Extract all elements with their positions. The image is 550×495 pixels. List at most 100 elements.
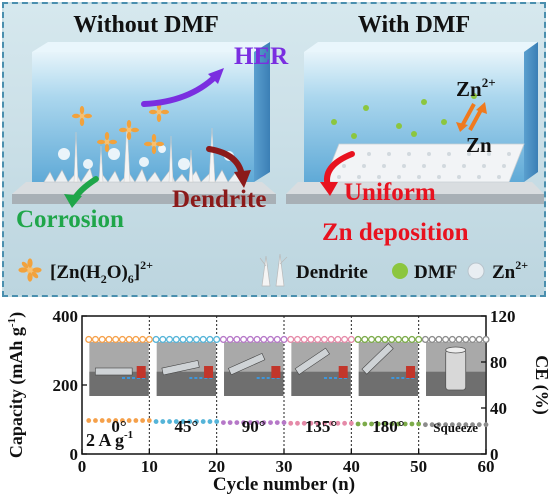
y-left-tick-label-0: 0 (70, 445, 79, 464)
ce-point (287, 335, 295, 344)
ce-point (165, 335, 174, 344)
left-title: Without DMF (73, 12, 219, 38)
legend-dendrite-label: Dendrite (296, 262, 368, 283)
legend-dmf-label: DMF (414, 262, 457, 283)
capacity-point (308, 420, 314, 426)
ce-point (266, 335, 275, 344)
capacity-point (93, 418, 98, 423)
ce-point (381, 335, 389, 344)
ce-point (280, 335, 288, 344)
capacity-point (167, 419, 172, 424)
ce-point (367, 335, 376, 344)
ce-point (179, 335, 187, 344)
hydrated-zn-complexes-left (72, 102, 169, 154)
capacity-point (221, 420, 226, 426)
capacity-point (315, 420, 321, 426)
capacity-point (423, 422, 428, 428)
ce-point (240, 335, 248, 344)
capacity-point (268, 420, 273, 426)
capacity-point (362, 421, 368, 427)
x-tick-label-4: 40 (343, 457, 360, 476)
x-tick-label-1: 10 (141, 457, 158, 476)
x-axis-label: Cycle number (n) (213, 474, 355, 495)
capacity-point (180, 419, 186, 424)
capacity-point (254, 420, 260, 426)
legend-dmf-icon (392, 263, 408, 279)
capacity-point (449, 422, 455, 428)
legend-dendrite-icon (259, 253, 288, 287)
capacity-point (375, 421, 381, 427)
ce-point (475, 335, 483, 344)
ce-point (139, 335, 147, 344)
segment-label-3: 135° (305, 417, 337, 436)
segment-label-5: Squeeze (433, 420, 478, 435)
y-left-tick-label-2: 400 (53, 307, 79, 326)
y-right-tick-label-2: 80 (490, 353, 507, 372)
ce-point (468, 335, 477, 344)
zn-ion-label: Zn2+ (456, 75, 496, 101)
ce-point (401, 335, 409, 344)
y-right-tick-label-3: 120 (490, 307, 516, 326)
ce-point (354, 335, 362, 344)
ce-point (394, 335, 403, 344)
uniform-arrow-head (320, 182, 338, 196)
ce-point (361, 335, 369, 344)
ce-point (246, 335, 254, 344)
ce-point (85, 335, 93, 344)
x-tick-label-2: 20 (208, 457, 225, 476)
ce-point (186, 335, 194, 344)
schematic-svg: Without DMF With DMF HER Dendrite Corros… (4, 4, 544, 295)
capacity-point (261, 420, 267, 426)
capacity-point (463, 422, 469, 428)
capacity-point (402, 421, 408, 427)
inset-photo-2 (224, 342, 284, 396)
capacity-point (355, 421, 361, 427)
capacity-point (214, 419, 220, 424)
ce-point (462, 335, 470, 344)
inset-photo-0 (89, 342, 149, 396)
capacity-point (443, 422, 448, 428)
schematic-panel: Without DMF With DMF HER Dendrite Corros… (2, 2, 546, 297)
deposition-label: Zn deposition (322, 219, 469, 246)
x-tick-label-6: 60 (478, 457, 495, 476)
legend-zn-ion-icon (467, 262, 485, 280)
capacity-point (416, 421, 422, 427)
legend-zn-ion-label: Zn2+ (492, 258, 528, 283)
capacity-point (86, 418, 92, 423)
y-left-tick-label-1: 200 (53, 376, 79, 395)
capacity-point (342, 420, 347, 426)
legend-complex-icon (18, 258, 42, 282)
capacity-point (389, 421, 395, 427)
ce-point (442, 335, 450, 344)
ce-point (448, 335, 456, 344)
ce-point (482, 335, 490, 344)
uniform-label: Uniform (344, 179, 436, 206)
capacity-point (369, 421, 374, 427)
ce-point (415, 335, 423, 344)
y-right-tick-label-0: 0 (490, 445, 499, 464)
ce-point (260, 335, 268, 344)
ce-point (374, 335, 382, 344)
capacity-point (470, 422, 475, 428)
segment-label-4: 180° (372, 417, 404, 436)
capacity-point (194, 419, 199, 424)
capacity-point (113, 418, 119, 423)
dendrite-label: Dendrite (172, 186, 266, 213)
her-arrow-head (208, 68, 224, 84)
capacity-point (234, 420, 240, 426)
x-tick-label-0: 0 (78, 457, 87, 476)
inset-photo-4 (358, 342, 419, 396)
zn-arrow-down (460, 103, 476, 127)
ce-point (428, 335, 436, 344)
capacity-point (133, 418, 139, 423)
capacity-point (396, 421, 401, 427)
her-label: HER (234, 43, 289, 70)
capacity-point (241, 420, 247, 426)
zn-metal-label: Zn (466, 133, 492, 157)
ce-point (226, 335, 234, 344)
segment-label-0: 0° (111, 417, 126, 436)
ce-point (455, 335, 463, 344)
rate-label: 2 A g-1 (86, 429, 133, 450)
segment-label-1: 45° (174, 417, 198, 436)
